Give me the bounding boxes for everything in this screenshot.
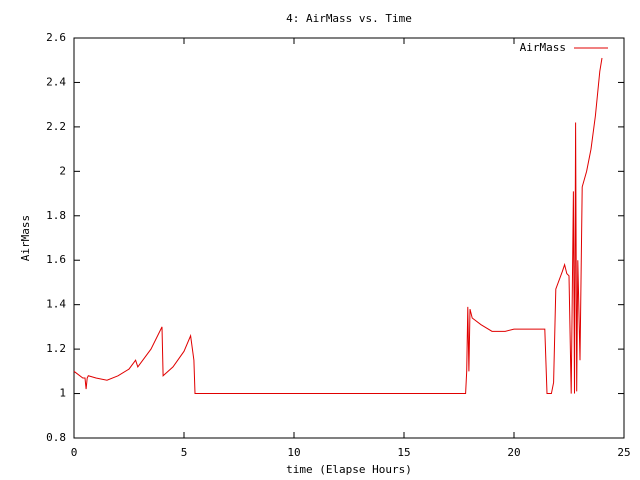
y-tick-label: 2: [59, 164, 66, 177]
y-axis-label: AirMass: [19, 215, 32, 261]
x-tick-label: 0: [71, 446, 78, 459]
x-tick-label: 20: [507, 446, 520, 459]
y-tick-label: 0.8: [46, 431, 66, 444]
x-tick-label: 15: [397, 446, 410, 459]
y-tick-label: 1.2: [46, 342, 66, 355]
y-tick-label: 1.8: [46, 209, 66, 222]
y-tick-label: 2.2: [46, 120, 66, 133]
y-tick-label: 2.4: [46, 75, 66, 88]
x-tick-label: 25: [617, 446, 630, 459]
y-tick-label: 1: [59, 387, 66, 400]
y-tick-label: 2.6: [46, 31, 66, 44]
x-axis-label: time (Elapse Hours): [286, 463, 412, 476]
y-tick-label: 1.4: [46, 298, 66, 311]
x-tick-label: 5: [181, 446, 188, 459]
data-line: [73, 57, 603, 395]
x-tick-label: 10: [287, 446, 300, 459]
chart-title: 4: AirMass vs. Time: [286, 12, 412, 25]
legend-label: AirMass: [520, 41, 566, 54]
y-tick-label: 1.6: [46, 253, 66, 266]
plot-frame: [73, 37, 625, 439]
